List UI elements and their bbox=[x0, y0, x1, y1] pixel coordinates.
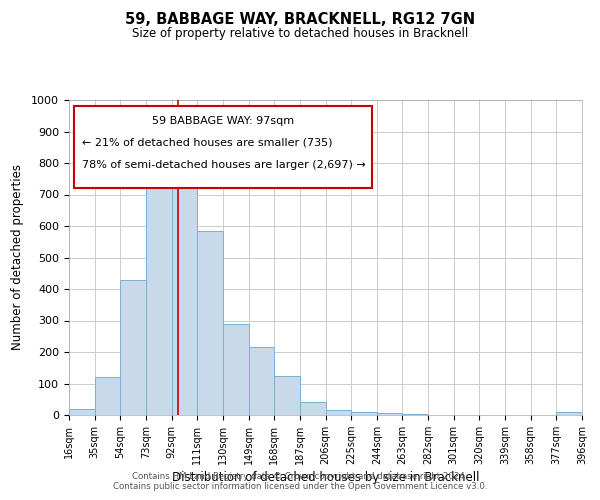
Text: 59, BABBAGE WAY, BRACKNELL, RG12 7GN: 59, BABBAGE WAY, BRACKNELL, RG12 7GN bbox=[125, 12, 475, 28]
Bar bbox=[248, 348, 274, 415]
Bar bbox=[325, 410, 351, 415]
X-axis label: Distribution of detached houses by size in Bracknell: Distribution of detached houses by size … bbox=[172, 471, 479, 484]
Text: 78% of semi-detached houses are larger (2,697) →: 78% of semi-detached houses are larger (… bbox=[82, 160, 365, 170]
Bar bbox=[197, 230, 223, 415]
Bar bbox=[403, 414, 428, 415]
Text: Size of property relative to detached houses in Bracknell: Size of property relative to detached ho… bbox=[132, 28, 468, 40]
Bar bbox=[95, 377, 121, 415]
Bar bbox=[223, 324, 248, 415]
Bar bbox=[300, 402, 325, 415]
Text: Contains public sector information licensed under the Open Government Licence v3: Contains public sector information licen… bbox=[113, 482, 487, 491]
FancyBboxPatch shape bbox=[74, 106, 371, 188]
Bar bbox=[146, 166, 172, 415]
Bar bbox=[172, 163, 197, 415]
Text: Contains HM Land Registry data © Crown copyright and database right 2024.: Contains HM Land Registry data © Crown c… bbox=[132, 472, 468, 481]
Text: ← 21% of detached houses are smaller (735): ← 21% of detached houses are smaller (73… bbox=[82, 138, 332, 148]
Y-axis label: Number of detached properties: Number of detached properties bbox=[11, 164, 25, 350]
Bar bbox=[377, 414, 403, 415]
Text: 59 BABBAGE WAY: 97sqm: 59 BABBAGE WAY: 97sqm bbox=[152, 116, 294, 126]
Bar bbox=[120, 280, 146, 415]
Bar bbox=[351, 412, 377, 415]
Bar bbox=[69, 408, 95, 415]
Bar bbox=[556, 412, 582, 415]
Bar bbox=[274, 376, 300, 415]
